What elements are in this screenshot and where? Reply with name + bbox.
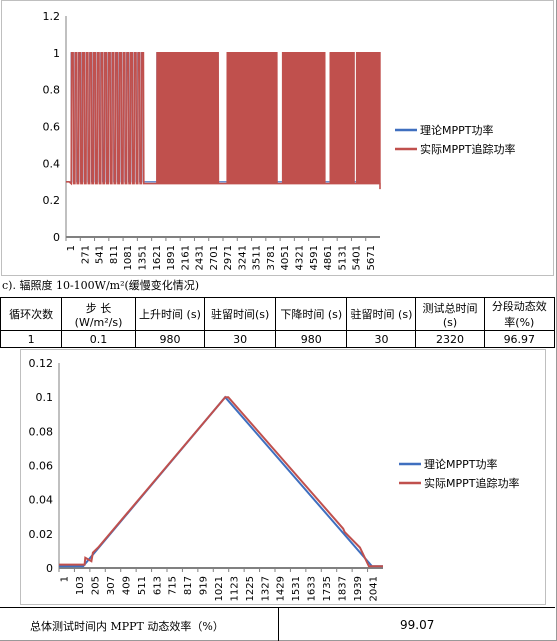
x-tick-label: 1621 bbox=[152, 245, 163, 270]
y-tick-label: 0.06 bbox=[29, 460, 54, 473]
x-tick-label: 1351 bbox=[138, 245, 149, 270]
y-tick-label: 0 bbox=[46, 562, 53, 575]
x-tick-label: 1891 bbox=[166, 245, 177, 270]
x-tick-label: 4051 bbox=[280, 245, 291, 270]
x-tick-label: 1327 bbox=[260, 576, 271, 601]
table-header-row: 循环次数 步 长 (W/m²/s) 上升时间 (s) 驻留时间(s) 下降时间 … bbox=[0, 297, 556, 331]
x-tick-label: 613 bbox=[152, 576, 163, 595]
x-tick-label: 2041 bbox=[368, 576, 379, 601]
x-tick-label: 3241 bbox=[237, 245, 248, 270]
x-tick-label: 1 bbox=[66, 245, 77, 251]
cell-step: 0.1 bbox=[61, 330, 136, 348]
cell-fall-time: 980 bbox=[275, 330, 348, 348]
x-tick-label: 1633 bbox=[307, 576, 318, 601]
x-tick-label: 205 bbox=[91, 576, 102, 595]
x-tick-label: 1429 bbox=[276, 576, 287, 601]
x-tick-label: 409 bbox=[121, 576, 132, 595]
x-tick-label: 1081 bbox=[123, 245, 134, 270]
legend-entry: 实际MPPT追踪功率 bbox=[420, 142, 515, 156]
y-tick-label: 0.6 bbox=[43, 121, 61, 134]
x-tick-label: 1531 bbox=[291, 576, 302, 601]
y-tick-label: 0.04 bbox=[29, 494, 54, 507]
x-tick-label: 919 bbox=[199, 576, 210, 595]
x-tick-label: 2431 bbox=[195, 245, 206, 270]
summary-value: 99.07 bbox=[400, 618, 435, 632]
x-tick-label: 1837 bbox=[337, 576, 348, 601]
x-tick-label: 5671 bbox=[366, 245, 377, 270]
x-tick-label: 1735 bbox=[322, 576, 333, 601]
y-tick-label: 0 bbox=[53, 231, 60, 244]
chart1-svg: 00.20.40.60.811.21 271 541 811 1081 1351 1621 1… bbox=[43, 10, 516, 270]
section-caption: c). 辐照度 10-100W/m²(缓慢变化情况) bbox=[2, 279, 200, 292]
legend-entry: 理论MPPT功率 bbox=[424, 457, 497, 471]
chart2-svg: 0 0.02 0.04 0.06 0.08 0.1 0.12 1 103 205 307 409 511… bbox=[29, 357, 520, 601]
y-tick-label: 0.1 bbox=[36, 391, 54, 404]
x-tick-label: 1225 bbox=[245, 576, 256, 601]
y-tick-label: 0.02 bbox=[29, 528, 54, 541]
x-tick-label: 4321 bbox=[295, 245, 306, 270]
x-tick-label: 4861 bbox=[323, 245, 334, 270]
cell-rise-time: 980 bbox=[134, 330, 206, 348]
x-tick-label: 511 bbox=[137, 576, 148, 595]
y-tick-label: 1.2 bbox=[43, 10, 61, 23]
series-actual-line bbox=[66, 52, 381, 190]
x-tick-label: 2971 bbox=[223, 245, 234, 270]
x-tick-label: 103 bbox=[75, 576, 86, 595]
y-tick-label: 0.8 bbox=[43, 84, 61, 97]
y-tick-label: 1 bbox=[53, 47, 60, 60]
cell-total-time: 2320 bbox=[415, 330, 485, 348]
x-tick-label: 307 bbox=[106, 576, 117, 595]
chart-square-wave: 0 0.2 0.4 0.6 0.8 1 1.2 1 271 541 811 1081 1351 1621 1… bbox=[1, 0, 554, 276]
legend-entry: 实际MPPT追踪功率 bbox=[424, 476, 519, 490]
x-tick-label: 2161 bbox=[180, 245, 191, 270]
cell-dwell-time-1: 30 bbox=[204, 330, 277, 348]
chart-triangle-wave: 0 0.02 0.04 0.06 0.08 0.1 0.12 1 103 205 307 409 511… bbox=[20, 349, 546, 605]
x-tick-label: 715 bbox=[168, 576, 179, 595]
cell-efficiency: 96.97 bbox=[483, 330, 556, 348]
series-actual-line bbox=[59, 396, 383, 568]
x-tick-label: 4591 bbox=[309, 245, 320, 270]
th-dwell-time-1: 驻留时间(s) bbox=[204, 297, 277, 331]
x-tick-label: 1123 bbox=[229, 576, 240, 601]
series-theory-line bbox=[59, 395, 383, 568]
x-tick-label: 2701 bbox=[209, 245, 220, 270]
x-tick-label: 271 bbox=[80, 245, 91, 264]
th-dwell-time-2: 驻留时间 (s) bbox=[346, 297, 417, 331]
x-tick-label: 1 bbox=[60, 576, 71, 582]
summary-row: 总体测试时间内 MPPT 动态效率（%） 99.07 bbox=[0, 607, 555, 641]
x-tick-label: 5401 bbox=[352, 245, 363, 270]
x-tick-label: 5131 bbox=[337, 245, 348, 270]
summary-divider bbox=[278, 608, 279, 641]
x-tick-label: 811 bbox=[109, 245, 120, 264]
th-step: 步 长 (W/m²/s) bbox=[61, 297, 136, 331]
x-tick-label: 541 bbox=[95, 245, 106, 264]
cell-dwell-time-2: 30 bbox=[346, 330, 417, 348]
x-tick-label: 817 bbox=[183, 576, 194, 595]
th-cycles: 循环次数 bbox=[0, 297, 63, 331]
th-total-time: 测试总时间 (s) bbox=[415, 297, 485, 331]
legend-entry: 理论MPPT功率 bbox=[420, 123, 493, 137]
th-rise-time: 上升时间 (s) bbox=[134, 297, 206, 331]
params-table: 循环次数 步 长 (W/m²/s) 上升时间 (s) 驻留时间(s) 下降时间 … bbox=[0, 297, 556, 348]
x-tick-label: 3511 bbox=[252, 245, 263, 270]
y-tick-label: 0.12 bbox=[29, 357, 54, 370]
y-tick-label: 0.4 bbox=[43, 157, 61, 170]
th-efficiency: 分段动态效率(%) bbox=[483, 297, 556, 331]
x-tick-label: 3781 bbox=[266, 245, 277, 270]
th-fall-time: 下降时间 (s) bbox=[275, 297, 348, 331]
x-tick-label: 1021 bbox=[214, 576, 225, 601]
y-tick-label: 0.08 bbox=[29, 425, 54, 438]
cell-cycles: 1 bbox=[0, 330, 63, 348]
x-tick-label: 1939 bbox=[353, 576, 364, 601]
table-row: 1 0.1 980 30 980 30 2320 96.97 bbox=[0, 330, 556, 348]
y-tick-label: 0.2 bbox=[43, 194, 61, 207]
summary-label: 总体测试时间内 MPPT 动态效率（%） bbox=[30, 620, 224, 633]
